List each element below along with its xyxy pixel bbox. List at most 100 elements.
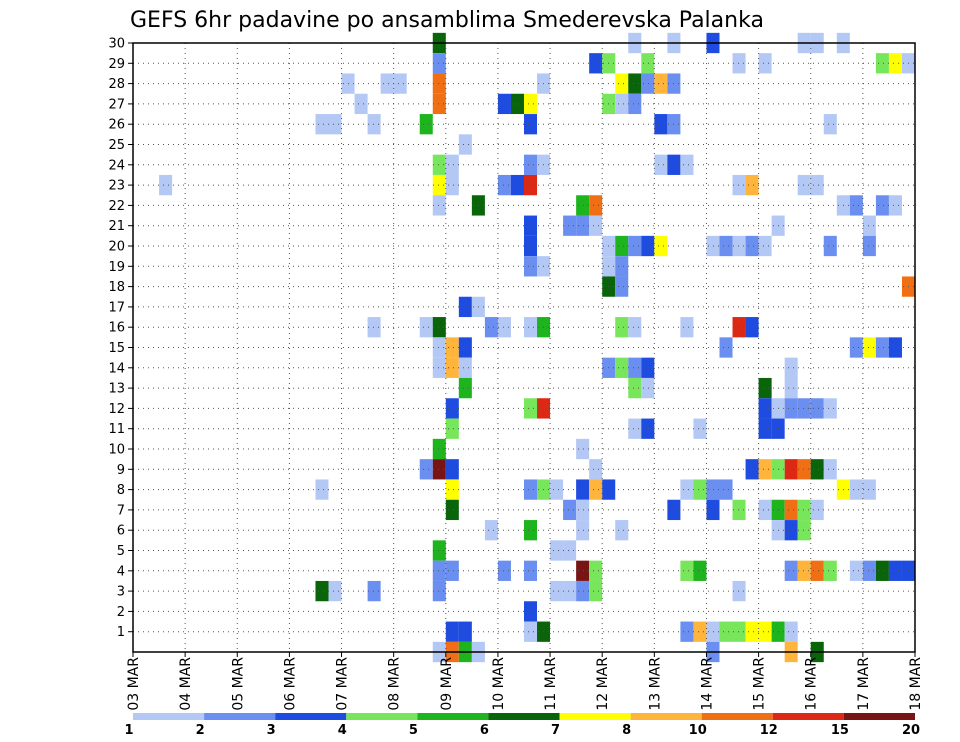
heatmap-cell <box>576 580 590 602</box>
heatmap-cell <box>758 53 772 74</box>
legend-label: 5 <box>409 723 418 738</box>
heatmap-cell <box>745 317 759 338</box>
heatmap-cell <box>693 479 707 500</box>
heatmap-cell <box>563 540 577 561</box>
heatmap-cell <box>641 418 655 439</box>
cells-layer <box>159 32 915 663</box>
chart-title: GEFS 6hr padavine po ansamblima Smederev… <box>130 8 764 33</box>
legend-swatch <box>630 713 702 720</box>
heatmap-cell <box>524 256 538 277</box>
heatmap-cell <box>576 560 590 581</box>
heatmap-cell <box>576 479 590 500</box>
heatmap-cell <box>849 337 863 358</box>
x-tick-label: 08 MAR <box>387 657 403 711</box>
heatmap-cell <box>445 174 459 196</box>
heatmap-cell <box>862 337 876 358</box>
heatmap-cell <box>849 560 863 581</box>
y-tick-label: 28 <box>108 77 125 92</box>
heatmap-cell <box>432 317 446 338</box>
heatmap-cell <box>680 317 694 338</box>
legend-swatch <box>843 713 915 720</box>
heatmap-cell <box>615 93 629 115</box>
y-tick-label: 14 <box>108 361 125 376</box>
heatmap-cell <box>641 357 655 378</box>
x-tick-label: 16 MAR <box>804 657 820 711</box>
heatmap-cell <box>693 560 707 581</box>
heatmap-cell <box>823 114 837 135</box>
heatmap-cell <box>576 499 590 521</box>
heatmap-cell <box>550 540 564 561</box>
heatmap-cell <box>888 560 902 581</box>
heatmap-cell <box>315 114 329 135</box>
heatmap-cell <box>706 479 720 500</box>
heatmap-cell <box>419 317 433 338</box>
heatmap-cell <box>445 337 459 358</box>
heatmap-cell <box>823 235 837 257</box>
heatmap-cell <box>589 53 603 74</box>
heatmap-cell <box>758 398 772 419</box>
x-axis: 03 MAR 04 MAR 05 MAR 06 MAR 07 MAR 08 MAR 09 M… <box>126 652 924 711</box>
heatmap-cell <box>797 520 811 541</box>
heatmap-cell <box>524 215 538 236</box>
heatmap-cell <box>615 256 629 277</box>
heatmap-cell <box>497 560 511 581</box>
x-tick-label: 07 MAR <box>335 657 351 711</box>
x-tick-label: 10 MAR <box>491 657 507 711</box>
legend-label: 12 <box>760 723 778 738</box>
heatmap-cell <box>784 357 798 378</box>
legend-label: 7 <box>551 723 560 738</box>
heatmap-cell <box>810 499 824 521</box>
heatmap-cell <box>862 215 876 236</box>
heatmap-cell <box>641 53 655 74</box>
heatmap-cell <box>445 621 459 642</box>
heatmap-cell <box>432 459 446 480</box>
y-tick-label: 18 <box>108 280 125 295</box>
heatmap-cell <box>680 621 694 642</box>
heatmap-cell <box>758 377 772 399</box>
heatmap-cell <box>589 459 603 480</box>
heatmap-cell <box>758 459 772 480</box>
heatmap-cell <box>524 560 538 581</box>
legend-swatch <box>204 713 276 720</box>
heatmap-cell <box>615 235 629 257</box>
heatmap-cell <box>458 134 472 155</box>
heatmap-cell <box>432 53 446 74</box>
y-tick-label: 5 <box>117 544 125 559</box>
heatmap-cell <box>810 459 824 480</box>
heatmap-cell <box>524 235 538 257</box>
heatmap-cell <box>615 520 629 541</box>
heatmap-cell <box>784 621 798 642</box>
legend-swatch <box>488 713 560 720</box>
legend-swatch <box>417 713 489 720</box>
heatmap-cell <box>888 195 902 216</box>
legend-label: 4 <box>338 723 347 738</box>
legend-label: 2 <box>196 723 205 738</box>
y-tick-label: 24 <box>108 158 125 173</box>
legend-label: 6 <box>480 723 489 738</box>
heatmap-cell <box>524 174 538 196</box>
heatmap-cell <box>732 235 746 257</box>
heatmap-cell <box>628 235 642 257</box>
heatmap-cell <box>458 296 472 318</box>
heatmap-cell <box>484 317 498 338</box>
heatmap-cell <box>576 438 590 460</box>
legend-swatch <box>559 713 631 720</box>
heatmap-cell <box>615 317 629 338</box>
y-tick-label: 21 <box>108 219 125 234</box>
heatmap-cell <box>888 53 902 74</box>
y-tick-label: 26 <box>108 118 125 133</box>
heatmap-cell <box>654 114 668 135</box>
heatmap-cell <box>628 377 642 399</box>
heatmap-cell <box>719 235 733 257</box>
heatmap-cell <box>328 580 342 602</box>
y-tick-label: 19 <box>108 260 125 275</box>
x-tick-label: 12 MAR <box>595 657 611 711</box>
heatmap-cell <box>524 601 538 622</box>
heatmap-cell <box>563 499 577 521</box>
heatmap-cell <box>823 398 837 419</box>
heatmap-cell <box>497 174 511 196</box>
heatmap-cell <box>797 398 811 419</box>
y-tick-label: 3 <box>117 585 125 600</box>
heatmap-cell <box>862 479 876 500</box>
heatmap-cell <box>758 621 772 642</box>
